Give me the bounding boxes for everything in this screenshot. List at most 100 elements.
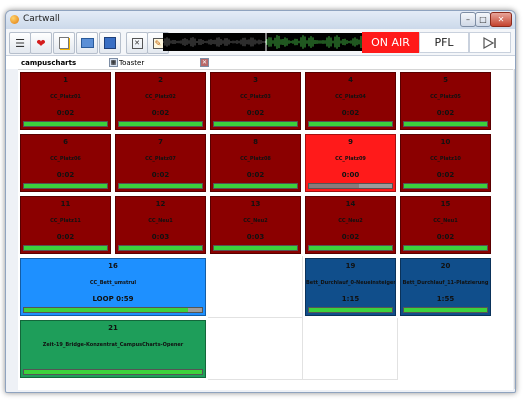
on-air-indicator[interactable]: ON AIR xyxy=(362,32,419,53)
window-title: Cartwall xyxy=(23,14,60,24)
cart-title: CC_Platz03 xyxy=(240,94,271,100)
cart-duration: 0:02 xyxy=(56,109,75,117)
cart-button[interactable]: 10 CC_Platz10 0:02 xyxy=(400,134,491,192)
cart-button[interactable]: 20 Bett_Durchlauf_11-Platzierung 1:55 xyxy=(400,258,491,316)
cart-slot[interactable]: 19 Bett_Durchlauf_0-Neueinsteiger 1:15 xyxy=(303,256,398,318)
cart-progress-bar xyxy=(23,121,108,127)
empty-cart-slot[interactable] xyxy=(208,256,303,318)
waveform-graphic xyxy=(163,33,362,51)
cart-progress-bar xyxy=(403,245,488,251)
grid-view-icon[interactable]: ▦ xyxy=(109,58,118,67)
cart-slot[interactable]: 21 Zeit-19_Bridge-Konzentrat_CampusCharts… xyxy=(18,318,208,380)
cart-slot[interactable]: 7 CC_Platz07 0:02 xyxy=(113,132,208,194)
save-icon[interactable] xyxy=(99,32,121,54)
cart-progress-fill xyxy=(119,122,202,126)
cart-button[interactable]: 1 CC_Platz01 0:02 xyxy=(20,72,111,130)
cart-number: 12 xyxy=(155,200,166,208)
cart-button[interactable]: 2 CC_Platz02 0:02 xyxy=(115,72,206,130)
cart-duration: 0:02 xyxy=(436,109,455,117)
cart-button[interactable]: 13 CC_Neu2 0:03 xyxy=(210,196,301,254)
cart-slot[interactable]: 2 CC_Platz02 0:02 xyxy=(113,70,208,132)
tab-campuscharts[interactable]: campuscharts xyxy=(21,58,77,67)
cart-button[interactable]: 14 CC_Neu2 0:02 xyxy=(305,196,396,254)
cart-button[interactable]: 7 CC_Platz07 0:02 xyxy=(115,134,206,192)
cart-duration: 1:15 xyxy=(341,295,360,303)
cart-slot[interactable]: 16 CC_Bett_umstrul LOOP 0:59 xyxy=(18,256,208,318)
cart-slot[interactable]: 10 CC_Platz10 0:02 xyxy=(398,132,493,194)
cart-slot[interactable]: 5 CC_Platz05 0:02 xyxy=(398,70,493,132)
cart-slot[interactable]: 8 CC_Platz08 0:02 xyxy=(208,132,303,194)
cart-button[interactable]: 15 CC_Neu1 0:02 xyxy=(400,196,491,254)
empty-cart-slot[interactable] xyxy=(208,318,303,380)
cart-title: CC_Neu1 xyxy=(148,218,173,224)
cart-slot[interactable]: 4 CC_Platz04 0:02 xyxy=(303,70,398,132)
cart-button[interactable]: 3 CC_Platz03 0:02 xyxy=(210,72,301,130)
tab-close-icon[interactable]: ✕ xyxy=(200,58,209,67)
cart-progress-bar xyxy=(403,121,488,127)
cart-button[interactable]: 16 CC_Bett_umstrul LOOP 0:59 xyxy=(20,258,206,316)
cart-button[interactable]: 11 CC_Platz11 0:02 xyxy=(20,196,111,254)
cart-progress-bar xyxy=(213,245,298,251)
cart-number: 13 xyxy=(250,200,261,208)
cart-button[interactable]: 21 Zeit-19_Bridge-Konzentrat_CampusCharts… xyxy=(20,320,206,378)
cart-number: 15 xyxy=(440,200,451,208)
cart-duration: 0:02 xyxy=(56,233,75,241)
cart-slot[interactable]: 13 CC_Neu2 0:03 xyxy=(208,194,303,256)
cart-slot[interactable]: 6 CC_Platz06 0:02 xyxy=(18,132,113,194)
cart-progress-bar xyxy=(213,183,298,189)
cart-slot[interactable]: 12 CC_Neu1 0:03 xyxy=(113,194,208,256)
close-icon[interactable]: ✕ xyxy=(490,12,512,27)
cart-number: 14 xyxy=(345,200,356,208)
cart-progress-bar xyxy=(308,307,393,313)
cart-title: CC_Bett_umstrul xyxy=(89,280,137,286)
cart-slot[interactable]: 11 CC_Platz11 0:02 xyxy=(18,194,113,256)
cart-button[interactable]: 4 CC_Platz04 0:02 xyxy=(305,72,396,130)
clear-icon[interactable]: ✕ xyxy=(126,32,148,54)
cart-slot[interactable]: 9 CC_Platz09 0:00 xyxy=(303,132,398,194)
cart-progress-bar xyxy=(118,183,203,189)
skip-next-icon[interactable] xyxy=(469,32,511,53)
cart-duration: 0:02 xyxy=(151,171,170,179)
cart-button[interactable]: 8 CC_Platz08 0:02 xyxy=(210,134,301,192)
heart-icon[interactable]: ❤ xyxy=(30,32,52,54)
cart-slot[interactable]: 1 CC_Platz01 0:02 xyxy=(18,70,113,132)
tab-toaster[interactable]: Toaster xyxy=(119,58,145,67)
new-icon[interactable] xyxy=(53,32,75,54)
open-icon[interactable] xyxy=(76,32,98,54)
cart-progress-fill xyxy=(119,184,202,188)
cart-duration: 1:55 xyxy=(436,295,455,303)
waveform-display[interactable] xyxy=(163,33,362,51)
pfl-button[interactable]: PFL xyxy=(419,32,469,53)
toolbar: ☰ ❤ ✕ ✎ ON AIR PFL xyxy=(6,29,515,56)
cart-number: 20 xyxy=(440,262,451,270)
menu-icon[interactable]: ☰ xyxy=(9,32,31,54)
cart-slot[interactable]: 15 CC_Neu1 0:02 xyxy=(398,194,493,256)
cart-number: 6 xyxy=(63,138,68,146)
cart-button[interactable]: 19 Bett_Durchlauf_0-Neueinsteiger 1:15 xyxy=(305,258,396,316)
cart-duration: 0:02 xyxy=(341,109,360,117)
cart-slot[interactable]: 14 CC_Neu2 0:02 xyxy=(303,194,398,256)
cart-number: 16 xyxy=(108,262,118,270)
cart-progress-fill xyxy=(214,122,297,126)
cart-progress-bar xyxy=(308,245,393,251)
cart-progress-fill xyxy=(404,308,487,312)
cart-button[interactable]: 6 CC_Platz06 0:02 xyxy=(20,134,111,192)
cart-slot[interactable]: 20 Bett_Durchlauf_11-Platzierung 1:55 xyxy=(398,256,493,318)
cart-button[interactable]: 5 CC_Platz05 0:02 xyxy=(400,72,491,130)
cart-title: CC_Platz05 xyxy=(430,94,461,100)
grid-scrollbar[interactable] xyxy=(514,69,515,389)
cart-slot[interactable]: 3 CC_Platz03 0:02 xyxy=(208,70,303,132)
cart-button[interactable]: 9 CC_Platz09 0:00 xyxy=(305,134,396,192)
cart-button[interactable]: 12 CC_Neu1 0:03 xyxy=(115,196,206,254)
minimize-icon[interactable]: – xyxy=(460,12,476,27)
cart-number: 7 xyxy=(158,138,163,146)
empty-cart-slot[interactable] xyxy=(303,318,398,380)
maximize-icon[interactable]: □ xyxy=(475,12,491,27)
cart-number: 10 xyxy=(440,138,451,146)
cart-progress-bar xyxy=(23,369,203,375)
cart-title: CC_Neu1 xyxy=(433,218,458,224)
cart-progress-fill xyxy=(119,246,202,250)
cart-number: 21 xyxy=(108,324,118,332)
cartwall-window: Cartwall – □ ✕ ☰ ❤ ✕ ✎ ON AIR PFL ca xyxy=(5,10,516,393)
title-bar: Cartwall – □ ✕ xyxy=(6,11,515,29)
